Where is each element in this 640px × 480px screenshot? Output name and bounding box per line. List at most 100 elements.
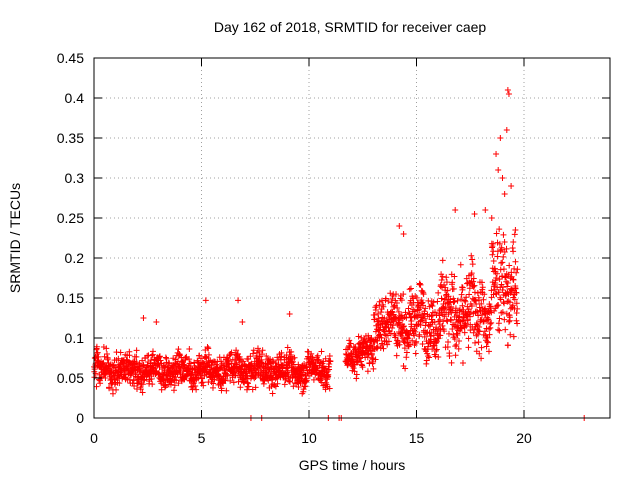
data-point	[155, 361, 162, 368]
data-point	[497, 247, 504, 254]
data-point	[199, 379, 206, 386]
data-point	[200, 382, 207, 389]
data-point	[385, 338, 392, 345]
y-axis-label: SRMTID / TECUs	[7, 183, 23, 293]
data-point	[162, 354, 169, 361]
data-point	[258, 351, 265, 358]
data-point	[421, 315, 428, 322]
data-point	[375, 327, 382, 334]
data-point	[218, 358, 225, 365]
data-point	[500, 231, 507, 238]
data-point	[412, 328, 419, 335]
data-point	[176, 351, 183, 358]
data-point	[149, 352, 156, 359]
data-point	[468, 302, 475, 309]
data-point	[501, 191, 508, 197]
plot-frame	[93, 57, 611, 419]
data-point	[241, 378, 248, 385]
data-point	[439, 257, 446, 264]
data-point	[113, 386, 120, 393]
data-point	[498, 246, 505, 253]
data-point	[433, 339, 440, 346]
data-point	[420, 291, 427, 298]
data-point	[506, 299, 513, 306]
data-point	[380, 303, 387, 310]
data-point	[449, 279, 456, 286]
data-point	[448, 359, 455, 366]
data-point	[446, 352, 453, 359]
data-point	[243, 369, 250, 376]
data-point	[318, 348, 325, 355]
data-point	[356, 354, 363, 361]
data-point	[254, 345, 261, 352]
data-point	[487, 324, 494, 331]
data-point	[95, 359, 102, 366]
data-point	[117, 349, 124, 356]
data-point	[389, 295, 396, 302]
data-point	[445, 330, 452, 337]
data-point	[250, 347, 257, 354]
data-point	[366, 359, 373, 366]
y-tick-label: 0.35	[57, 130, 84, 146]
data-point	[509, 302, 516, 309]
data-point	[504, 87, 511, 93]
data-point	[372, 307, 379, 314]
data-point	[389, 322, 396, 329]
data-point	[496, 315, 503, 322]
data-point	[237, 384, 244, 391]
data-point	[284, 344, 291, 351]
data-point	[162, 383, 169, 390]
data-point	[500, 253, 507, 260]
data-point	[285, 378, 292, 385]
data-point	[496, 226, 503, 233]
data-point	[394, 337, 401, 344]
data-point	[499, 309, 506, 316]
data-point	[476, 304, 483, 311]
data-point	[388, 299, 395, 306]
data-point	[469, 261, 476, 268]
data-point	[479, 284, 486, 291]
data-point	[451, 335, 458, 342]
data-point	[258, 356, 265, 363]
data-point	[494, 253, 501, 260]
data-point	[421, 308, 428, 315]
data-point	[463, 323, 470, 330]
data-point	[501, 248, 508, 255]
data-point	[350, 365, 357, 372]
data-point	[471, 289, 478, 296]
data-point	[501, 239, 508, 246]
data-point	[428, 316, 435, 323]
data-point	[459, 360, 466, 367]
data-point	[470, 283, 477, 290]
data-point	[481, 328, 488, 335]
data-point	[505, 318, 512, 325]
data-point	[245, 383, 252, 390]
data-point	[393, 352, 400, 359]
data-point	[478, 312, 485, 319]
data-point	[457, 326, 464, 333]
data-point	[193, 386, 200, 393]
data-point	[384, 341, 391, 348]
data-point	[227, 377, 234, 384]
data-point	[400, 291, 407, 298]
data-point	[203, 355, 210, 362]
data-point	[514, 266, 521, 273]
data-point	[401, 345, 408, 352]
data-point	[347, 340, 354, 347]
data-point	[303, 377, 310, 384]
data-point	[224, 372, 231, 379]
data-point	[431, 318, 438, 325]
data-point	[326, 366, 333, 373]
data-point	[406, 311, 413, 318]
data-point	[192, 383, 199, 390]
data-point	[291, 354, 298, 361]
data-point	[476, 328, 483, 335]
chart-title: Day 162 of 2018, SRMTID for receiver cae…	[214, 19, 487, 35]
data-point	[495, 326, 502, 333]
data-point	[395, 308, 402, 315]
data-point	[136, 360, 143, 367]
data-point	[245, 380, 252, 387]
data-point	[396, 341, 403, 348]
data-point	[495, 302, 502, 309]
data-point	[351, 368, 358, 375]
